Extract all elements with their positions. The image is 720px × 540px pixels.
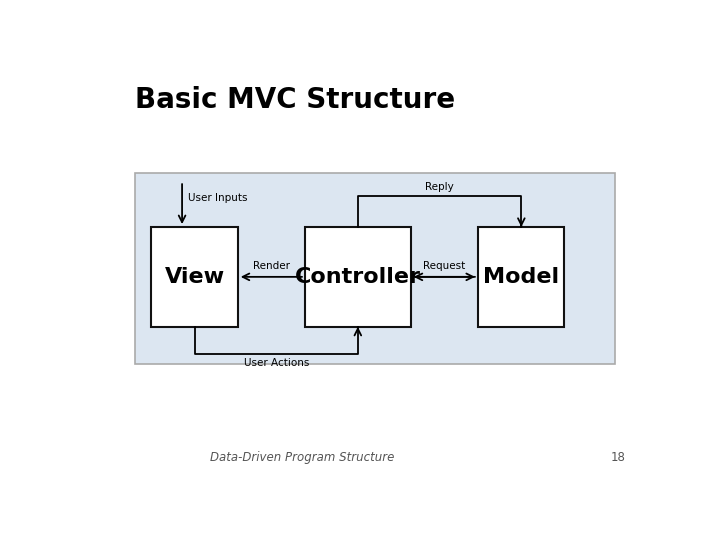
Text: User Actions: User Actions <box>243 358 309 368</box>
Text: Basic MVC Structure: Basic MVC Structure <box>135 85 455 113</box>
Text: 18: 18 <box>611 451 626 464</box>
Text: Render: Render <box>253 261 290 271</box>
Text: View: View <box>165 267 225 287</box>
Text: Controller: Controller <box>295 267 420 287</box>
Text: Reply: Reply <box>425 181 454 192</box>
Text: Request: Request <box>423 261 465 271</box>
FancyBboxPatch shape <box>135 173 615 364</box>
Text: Model: Model <box>483 267 559 287</box>
FancyBboxPatch shape <box>151 227 238 327</box>
Text: Data-Driven Program Structure: Data-Driven Program Structure <box>210 451 395 464</box>
FancyBboxPatch shape <box>305 227 411 327</box>
FancyBboxPatch shape <box>478 227 564 327</box>
Text: User Inputs: User Inputs <box>188 193 247 203</box>
